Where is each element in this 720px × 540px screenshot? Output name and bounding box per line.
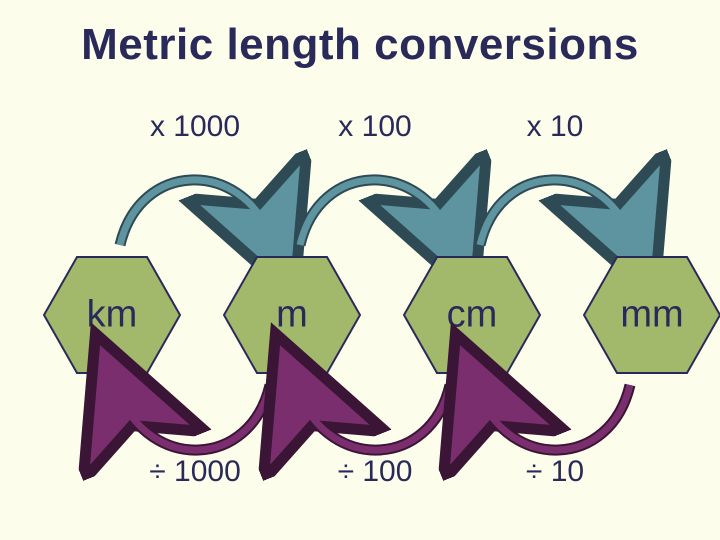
arrow-multiply-2 (280, 150, 480, 260)
arrow-multiply-3 (460, 150, 660, 260)
divide-label-10: ÷ 10 (475, 455, 635, 489)
unit-hex-m: m (222, 255, 362, 375)
unit-label-cm: cm (447, 294, 498, 337)
page-title: Metric length conversions (0, 20, 720, 70)
unit-hex-km: km (42, 255, 182, 375)
divide-label-100: ÷ 100 (295, 455, 455, 489)
unit-hex-cm: cm (402, 255, 542, 375)
multiply-label-10: x 10 (475, 110, 635, 144)
unit-label-mm: mm (620, 294, 683, 337)
unit-label-m: m (276, 294, 308, 337)
divide-label-1000: ÷ 1000 (115, 455, 275, 489)
arrow-multiply-1 (100, 150, 300, 260)
unit-hex-mm: mm (582, 255, 720, 375)
multiply-label-1000: x 1000 (115, 110, 275, 144)
diagram-root: Metric length conversions x 1000 x 100 x… (0, 0, 720, 540)
unit-label-km: km (87, 294, 138, 337)
multiply-label-100: x 100 (295, 110, 455, 144)
